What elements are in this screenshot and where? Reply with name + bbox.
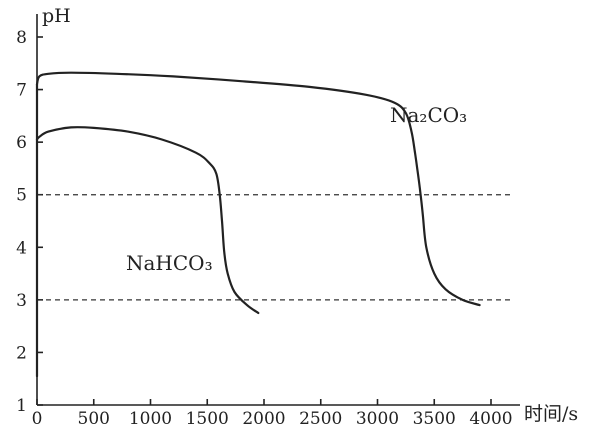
- x-tick-label: 2000: [242, 409, 285, 429]
- x-tick-label: 1000: [129, 409, 172, 429]
- y-tick-label: 6: [16, 133, 27, 153]
- y-tick-label: 7: [16, 81, 27, 101]
- series-nahco3-line: [35, 126, 260, 315]
- x-tick-label: 3000: [356, 409, 399, 429]
- x-tick-label: 0: [32, 409, 43, 429]
- y-tick-label: 5: [16, 186, 27, 206]
- y-tick-label: 8: [16, 28, 27, 48]
- y-tick-label: 4: [16, 238, 27, 258]
- y-axis-title: pH: [42, 5, 71, 27]
- x-axis-title: 时间/s: [524, 403, 578, 425]
- reference-lines: [37, 194, 510, 301]
- x-tick-label: 3500: [413, 409, 456, 429]
- x-tick-label: 2500: [299, 409, 342, 429]
- x-tick-label: 1500: [186, 409, 229, 429]
- x-tick-label: 500: [78, 409, 110, 429]
- y-tick-label: 2: [16, 343, 27, 363]
- series-label-0: Na₂CO₃: [390, 103, 467, 127]
- x-tick-label: 4000: [469, 409, 512, 429]
- series-label-1: NaHCO₃: [126, 251, 213, 275]
- labels: 1 2 3 4 5 6 7 8 0 500 1000 1500 2000 2500 3000 3500 4000…: [16, 5, 578, 429]
- series-na2co3-line: [35, 71, 481, 307]
- y-tick-label: 1: [16, 396, 27, 416]
- y-tick-label: 3: [16, 291, 27, 311]
- curves: [35, 71, 481, 378]
